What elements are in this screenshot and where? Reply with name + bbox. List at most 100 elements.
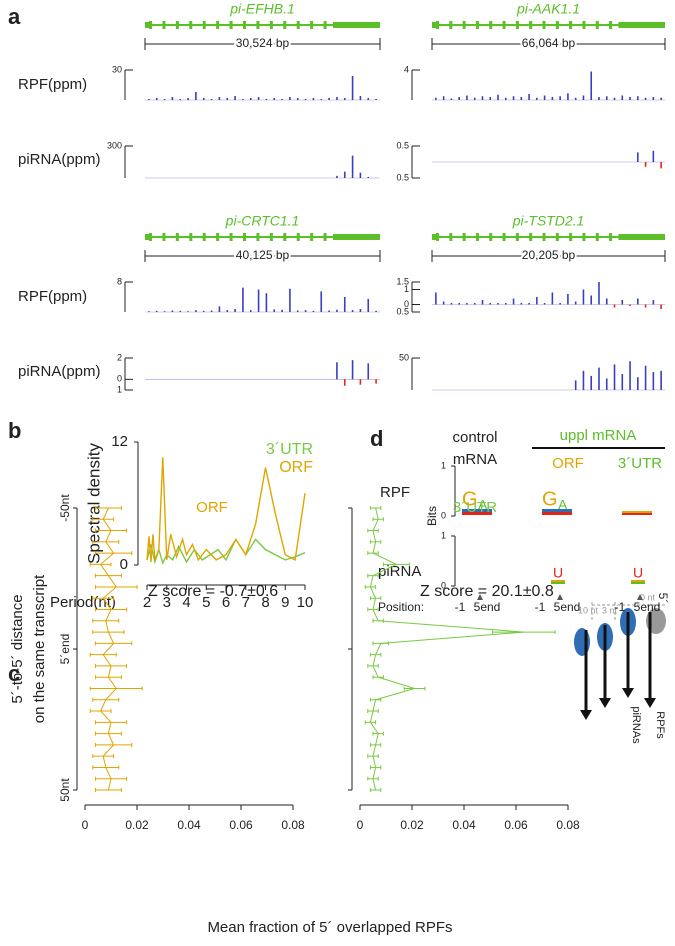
coverage-bar	[489, 97, 492, 100]
exon	[296, 233, 300, 241]
coverage-bar	[590, 295, 593, 305]
coverage-bar	[551, 292, 554, 305]
coverage-bar	[605, 96, 608, 100]
gene-name: pi-TSTD2.1	[512, 213, 585, 229]
exon	[555, 233, 559, 241]
gene-length: 20,205 bp	[522, 248, 576, 262]
coverage-bar	[598, 367, 600, 390]
coverage-bar	[450, 98, 453, 100]
coverage-bar	[644, 97, 647, 100]
utr-block	[618, 22, 665, 28]
y-tick-label: 30	[112, 64, 122, 74]
coverage-bar	[598, 97, 600, 100]
utr-block	[333, 234, 380, 240]
error-bar	[369, 506, 382, 510]
position-label: -1	[535, 600, 546, 614]
exon	[569, 233, 573, 241]
exon	[489, 233, 493, 241]
y-tick-label: 5´end	[58, 634, 72, 665]
coverage-bar	[210, 310, 213, 312]
logo-stack	[542, 509, 572, 512]
coverage-bar	[520, 97, 523, 100]
coverage-bar	[621, 95, 624, 100]
x-tick-label: 2	[143, 594, 151, 611]
exon	[502, 233, 506, 241]
exon	[595, 21, 599, 29]
y-tick-label: 50	[399, 352, 409, 362]
x-tick-label: 0	[357, 818, 364, 832]
coverage-bar	[163, 99, 166, 100]
exon	[609, 233, 613, 241]
exon	[216, 21, 220, 29]
logo-letter: G	[542, 488, 558, 510]
error-bar	[92, 539, 120, 544]
logo-stack	[542, 512, 572, 515]
coverage-bar	[289, 97, 291, 100]
coverage-bar	[637, 96, 639, 100]
y-tick-label: 0	[120, 556, 128, 573]
exon	[542, 21, 546, 29]
coverage-bar	[574, 380, 577, 390]
error-bar	[94, 607, 128, 612]
logo-letter: A	[478, 497, 488, 513]
track-label: piRNA(ppm)	[18, 151, 101, 168]
x-tick-label: 10	[297, 594, 314, 611]
coverage-bar	[442, 301, 445, 305]
legend-label: ORF	[279, 459, 313, 476]
position-label: -1	[455, 600, 466, 614]
coverage-bar	[652, 300, 655, 305]
column-header: uppl mRNA	[560, 427, 637, 444]
y-tick-label: 4	[404, 64, 409, 74]
coverage-bar	[637, 298, 639, 305]
column-header: mRNA	[453, 451, 497, 468]
series-line	[146, 457, 306, 562]
coverage-bar	[605, 378, 608, 390]
y-tick-label: 0.5	[396, 140, 409, 150]
coverage-bar	[536, 97, 538, 100]
error-bar	[94, 675, 122, 680]
logo-letter: A	[558, 497, 568, 513]
x-tick-label: 4	[182, 594, 190, 611]
coverage-bar	[351, 360, 354, 380]
exon	[243, 21, 246, 29]
error-bar	[94, 731, 122, 736]
coverage-bar	[163, 311, 166, 312]
coverage-bar	[367, 176, 370, 178]
schematic-label: piRNAs	[630, 706, 642, 744]
coverage-bar	[249, 310, 252, 312]
column-header: ORF	[552, 455, 584, 472]
exon	[449, 233, 453, 241]
y-tick-label: -50nt	[58, 494, 72, 522]
coverage-bar	[210, 99, 213, 100]
utr-block	[618, 234, 665, 240]
coverage-bar	[660, 162, 662, 169]
row-label: piRNA	[378, 563, 421, 580]
schematic-label: 3 nt	[602, 605, 618, 615]
coverage-bar	[304, 310, 307, 312]
coverage-bar	[171, 97, 174, 100]
utr-block	[333, 22, 380, 28]
coverage-bar	[312, 310, 315, 312]
coverage-bar	[336, 175, 338, 178]
y-tick-label: 0.5	[396, 306, 409, 316]
error-bar	[367, 754, 379, 759]
coverage-bar	[148, 99, 150, 100]
coverage-bar	[367, 363, 370, 380]
exon	[582, 233, 586, 241]
y-tick-label: 0.5	[396, 172, 409, 182]
coverage-bar	[265, 293, 268, 312]
y-tick-label: 1.5	[396, 276, 409, 286]
coverage-bar	[343, 297, 346, 312]
exon	[569, 21, 573, 29]
coverage-bar	[567, 93, 569, 100]
coverage-bar	[644, 162, 647, 167]
coverage-bar	[312, 98, 315, 100]
series-line	[369, 507, 524, 791]
exon	[502, 21, 506, 29]
error-bar	[94, 720, 128, 725]
exon	[310, 233, 314, 241]
coverage-bar	[605, 298, 608, 305]
coverage-bar	[234, 96, 236, 100]
coverage-bar	[629, 304, 631, 306]
